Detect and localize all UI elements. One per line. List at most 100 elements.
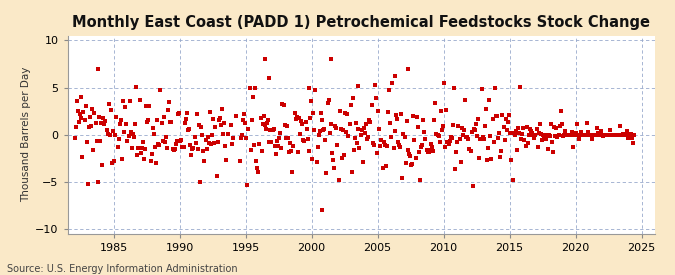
Point xyxy=(185,142,196,147)
Point xyxy=(429,118,439,123)
Point xyxy=(325,130,335,135)
Point xyxy=(252,166,263,170)
Point xyxy=(398,132,409,136)
Point xyxy=(330,124,341,128)
Point xyxy=(89,111,100,115)
Point xyxy=(184,127,194,132)
Point xyxy=(516,137,526,141)
Point xyxy=(202,134,213,139)
Point xyxy=(277,102,288,106)
Point xyxy=(348,148,359,152)
Point xyxy=(339,153,350,157)
Point xyxy=(410,156,421,161)
Point xyxy=(510,129,521,133)
Point xyxy=(462,135,472,139)
Point xyxy=(585,133,596,137)
Point xyxy=(522,141,533,145)
Point xyxy=(281,124,292,128)
Point xyxy=(130,122,140,126)
Point xyxy=(161,146,172,150)
Point xyxy=(98,116,109,120)
Point xyxy=(351,121,362,125)
Point xyxy=(425,141,436,146)
Point xyxy=(375,144,386,148)
Point xyxy=(250,158,261,163)
Point xyxy=(289,111,300,115)
Point xyxy=(134,98,145,102)
Point xyxy=(153,141,163,146)
Point xyxy=(508,177,519,182)
Point xyxy=(470,122,481,127)
Point xyxy=(115,117,126,122)
Point xyxy=(190,141,201,145)
Point xyxy=(580,133,591,138)
Point xyxy=(159,115,169,119)
Point xyxy=(543,133,554,137)
Point xyxy=(346,103,356,107)
Point xyxy=(175,139,186,144)
Point xyxy=(624,133,635,137)
Point xyxy=(197,133,208,138)
Point xyxy=(208,117,219,122)
Point xyxy=(176,138,187,142)
Point xyxy=(362,136,373,141)
Point xyxy=(446,134,456,139)
Point xyxy=(248,95,259,100)
Point xyxy=(264,140,275,145)
Point xyxy=(620,133,631,137)
Point xyxy=(571,131,582,135)
Point xyxy=(198,148,209,153)
Point xyxy=(188,145,199,150)
Point xyxy=(217,107,227,111)
Point xyxy=(453,124,464,128)
Point xyxy=(412,125,423,129)
Point xyxy=(493,131,504,135)
Point xyxy=(612,133,622,137)
Point xyxy=(393,140,404,144)
Point xyxy=(131,85,142,89)
Point xyxy=(371,96,381,100)
Point xyxy=(138,139,148,144)
Point xyxy=(310,88,321,92)
Point xyxy=(603,133,614,137)
Point xyxy=(167,147,178,152)
Point xyxy=(95,139,105,143)
Point xyxy=(234,158,245,163)
Point xyxy=(124,99,135,103)
Point xyxy=(394,143,404,147)
Point xyxy=(552,135,563,139)
Point xyxy=(168,148,179,153)
Point xyxy=(629,133,640,137)
Point xyxy=(483,145,493,150)
Point xyxy=(108,129,119,133)
Point xyxy=(458,128,469,133)
Point xyxy=(155,88,166,92)
Point xyxy=(465,149,476,153)
Point xyxy=(114,122,125,126)
Point xyxy=(404,152,414,156)
Point xyxy=(259,114,269,119)
Point xyxy=(180,117,191,122)
Point xyxy=(409,138,420,142)
Point xyxy=(464,147,475,151)
Point xyxy=(82,182,93,186)
Point xyxy=(431,132,442,137)
Point xyxy=(533,131,544,135)
Point xyxy=(373,109,383,114)
Point xyxy=(606,133,617,137)
Point xyxy=(400,161,411,166)
Point xyxy=(284,150,294,155)
Point xyxy=(526,131,537,136)
Point xyxy=(79,117,90,122)
Point xyxy=(521,125,532,129)
Point xyxy=(487,117,498,122)
Point xyxy=(222,132,233,136)
Point xyxy=(133,145,144,150)
Point xyxy=(577,133,588,137)
Point xyxy=(605,128,616,133)
Point xyxy=(568,145,578,149)
Point xyxy=(275,131,286,136)
Point xyxy=(441,108,452,112)
Point xyxy=(87,107,98,112)
Point xyxy=(126,130,136,134)
